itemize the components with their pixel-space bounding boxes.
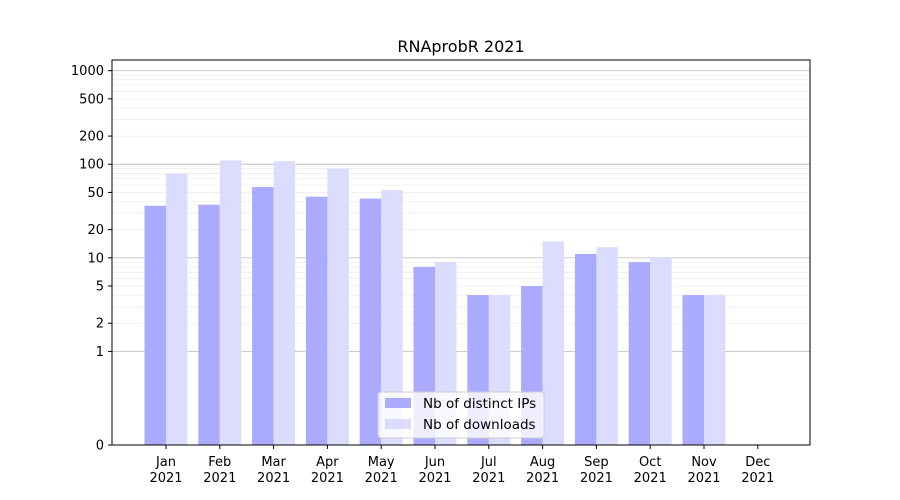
y-tick-label: 2 [96, 317, 104, 332]
bar-distinct-ips [144, 205, 166, 445]
bar-downloads [542, 241, 565, 445]
x-tick-label: 2021 [741, 471, 774, 486]
y-tick-label: 10 [87, 251, 104, 266]
x-tick-label: Jun [424, 455, 445, 470]
bar-distinct-ips [574, 253, 597, 445]
x-tick-label: Nov [691, 455, 717, 470]
x-tick-label: Oct [639, 455, 661, 470]
x-tick-label: 2021 [365, 471, 398, 486]
x-tick-label: Jul [480, 455, 497, 470]
x-tick-label: Mar [261, 455, 286, 470]
x-tick-label: Aug [530, 455, 555, 470]
bar-distinct-ips [198, 204, 220, 445]
y-tick-label: 200 [79, 130, 104, 145]
legend-label-downloads: Nb of downloads [423, 417, 536, 433]
bar-downloads [219, 160, 242, 445]
y-tick-label: 50 [87, 186, 104, 201]
plot-frame [111, 59, 811, 446]
bar-downloads [596, 247, 618, 445]
x-tick-label: 2021 [257, 471, 290, 486]
x-tick-label: 2021 [203, 471, 236, 486]
bar-distinct-ips [305, 196, 328, 445]
bar-distinct-ips [628, 262, 651, 445]
legend-box [377, 391, 545, 439]
x-tick-label: 2021 [149, 471, 182, 486]
x-tick-label: 2021 [311, 471, 344, 486]
x-tick-label: Apr [316, 455, 339, 470]
bar-downloads [327, 168, 349, 445]
x-tick-label: 2021 [634, 471, 667, 486]
x-tick-label: Dec [745, 455, 770, 470]
bar-distinct-ips [359, 198, 382, 445]
x-tick-label: 2021 [580, 471, 613, 486]
x-tick-label: 2021 [472, 471, 505, 486]
y-tick-label: 1 [96, 345, 104, 360]
x-tick-label: 2021 [418, 471, 451, 486]
x-axis: Jan2021Feb2021Mar2021Apr2021May2021Jun20… [149, 445, 774, 486]
y-tick-label: 100 [79, 158, 104, 173]
bar-downloads [166, 173, 188, 446]
x-tick-label: Feb [208, 455, 231, 470]
legend-swatch-downloads [385, 419, 411, 429]
x-tick-label: Sep [584, 455, 609, 470]
y-axis: 0 1 2 5 10 20 50 100 200 500 1000 [71, 64, 112, 454]
y-tick-label: 5 [96, 280, 104, 295]
y-tick-label: 20 [87, 223, 104, 238]
legend-label-distinct-ips: Nb of distinct IPs [423, 396, 536, 412]
bar-downloads [650, 257, 672, 445]
bar-distinct-ips [252, 187, 274, 445]
bar-downloads [273, 161, 296, 445]
legend: Nb of distinct IPs Nb of downloads [377, 391, 545, 439]
bar-downloads [704, 295, 726, 445]
bar-downloads [381, 190, 403, 445]
x-tick-label: 2021 [687, 471, 720, 486]
y-tick-label: 500 [79, 92, 104, 107]
y-tick-label: 1000 [71, 64, 104, 79]
x-tick-label: Jan [155, 455, 176, 470]
legend-swatch-distinct-ips [385, 398, 411, 408]
chart-title: RNAprobR 2021 [397, 37, 524, 56]
x-tick-label: May [368, 455, 395, 470]
x-tick-label: 2021 [526, 471, 559, 486]
y-tick-label: 0 [96, 439, 104, 454]
bar-distinct-ips [682, 295, 704, 445]
